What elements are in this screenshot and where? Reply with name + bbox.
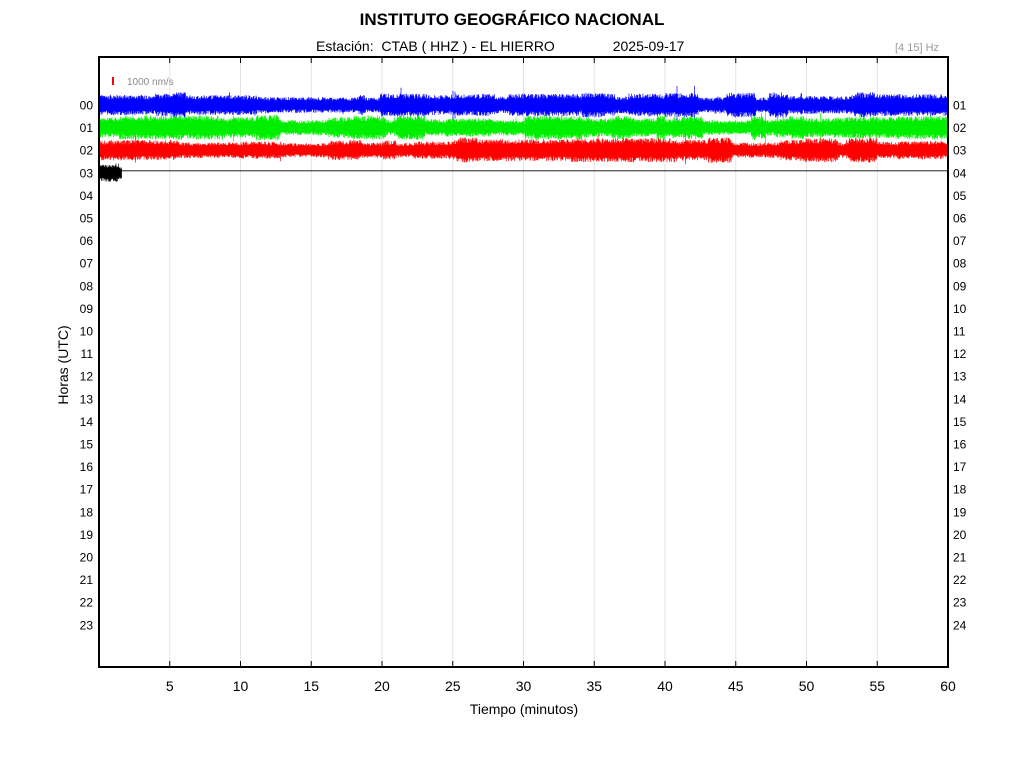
y-tick-label-right: 14 <box>953 392 967 406</box>
trace-hour-03 <box>98 163 122 182</box>
x-axis-label: Tiempo (minutos) <box>469 701 579 717</box>
y-tick-label-right: 02 <box>953 121 967 135</box>
x-tick-label: 35 <box>586 678 602 694</box>
amplitude-scale-bar <box>112 77 114 85</box>
filter-band-label: [4 15] Hz <box>895 42 940 54</box>
x-tick-label: 50 <box>799 678 815 694</box>
y-tick-label-right: 05 <box>953 189 967 203</box>
y-tick-label-left: 04 <box>80 189 94 203</box>
y-tick-label-right: 15 <box>953 415 967 429</box>
y-tick-label-right: 20 <box>953 528 967 542</box>
y-tick-label-left: 10 <box>80 325 94 339</box>
y-tick-label-right: 16 <box>953 438 967 452</box>
y-tick-label-right: 23 <box>953 596 967 610</box>
y-tick-label-left: 21 <box>80 573 94 587</box>
y-tick-label-left: 02 <box>80 144 94 158</box>
y-tick-label-left: 08 <box>80 279 94 293</box>
x-tick-label: 30 <box>516 678 532 694</box>
y-tick-label-right: 03 <box>953 144 967 158</box>
y-tick-label-right: 22 <box>953 573 967 587</box>
y-tick-label-right: 17 <box>953 460 967 474</box>
y-tick-label-left: 01 <box>80 121 94 135</box>
y-tick-label-left: 20 <box>80 551 94 565</box>
x-tick-label: 5 <box>166 678 174 694</box>
y-tick-label-right: 06 <box>953 212 967 226</box>
y-tick-label-left: 19 <box>80 528 94 542</box>
y-tick-label-left: 06 <box>80 234 94 248</box>
station-name: CTAB ( HHZ ) - EL HIERRO <box>381 38 555 54</box>
y-tick-label-left: 22 <box>80 596 94 610</box>
y-tick-label-left: 17 <box>80 483 94 497</box>
x-tick-label: 15 <box>303 678 319 694</box>
y-tick-label-left: 14 <box>80 415 94 429</box>
y-tick-label-right: 04 <box>953 166 967 180</box>
x-tick-label: 60 <box>940 678 956 694</box>
y-tick-label-left: 13 <box>80 392 94 406</box>
amplitude-scale-label: 1000 nm/s <box>127 77 174 88</box>
y-tick-label-left: 12 <box>80 370 94 384</box>
chart-title: INSTITUTO GEOGRÁFICO NACIONAL <box>359 10 665 29</box>
y-tick-label-left: 05 <box>80 212 94 226</box>
y-tick-label-right: 08 <box>953 257 967 271</box>
y-tick-label-left: 23 <box>80 618 94 632</box>
y-tick-label-left: 16 <box>80 460 94 474</box>
x-tick-label: 25 <box>445 678 461 694</box>
y-tick-label-left: 18 <box>80 505 94 519</box>
x-tick-label: 20 <box>374 678 390 694</box>
y-tick-label-left: 15 <box>80 438 94 452</box>
y-tick-label-left: 07 <box>80 257 94 271</box>
y-tick-label-right: 18 <box>953 483 967 497</box>
y-axis-label: Horas (UTC) <box>55 325 71 405</box>
y-tick-label-right: 09 <box>953 279 967 293</box>
x-tick-label: 40 <box>657 678 673 694</box>
y-tick-label-right: 12 <box>953 347 967 361</box>
y-tick-label-right: 19 <box>953 505 967 519</box>
x-tick-label: 55 <box>869 678 885 694</box>
x-tick-label: 45 <box>728 678 744 694</box>
y-tick-label-right: 13 <box>953 370 967 384</box>
y-tick-label-right: 01 <box>953 99 967 113</box>
y-tick-label-right: 21 <box>953 551 967 565</box>
y-tick-label-right: 11 <box>953 325 966 339</box>
station-info: Estación: CTAB ( HHZ ) - EL HIERRO 2025-… <box>316 38 684 54</box>
record-date: 2025-09-17 <box>612 38 685 54</box>
station-prefix: Estación: <box>316 38 374 54</box>
y-tick-label-left: 03 <box>80 166 94 180</box>
y-tick-label-right: 24 <box>953 618 967 632</box>
y-tick-label-left: 11 <box>81 347 94 361</box>
y-tick-label-left: 09 <box>80 302 94 316</box>
y-tick-label-left: 00 <box>80 99 94 113</box>
x-tick-label: 10 <box>233 678 249 694</box>
y-tick-label-right: 07 <box>953 234 967 248</box>
y-tick-label-right: 10 <box>953 302 967 316</box>
